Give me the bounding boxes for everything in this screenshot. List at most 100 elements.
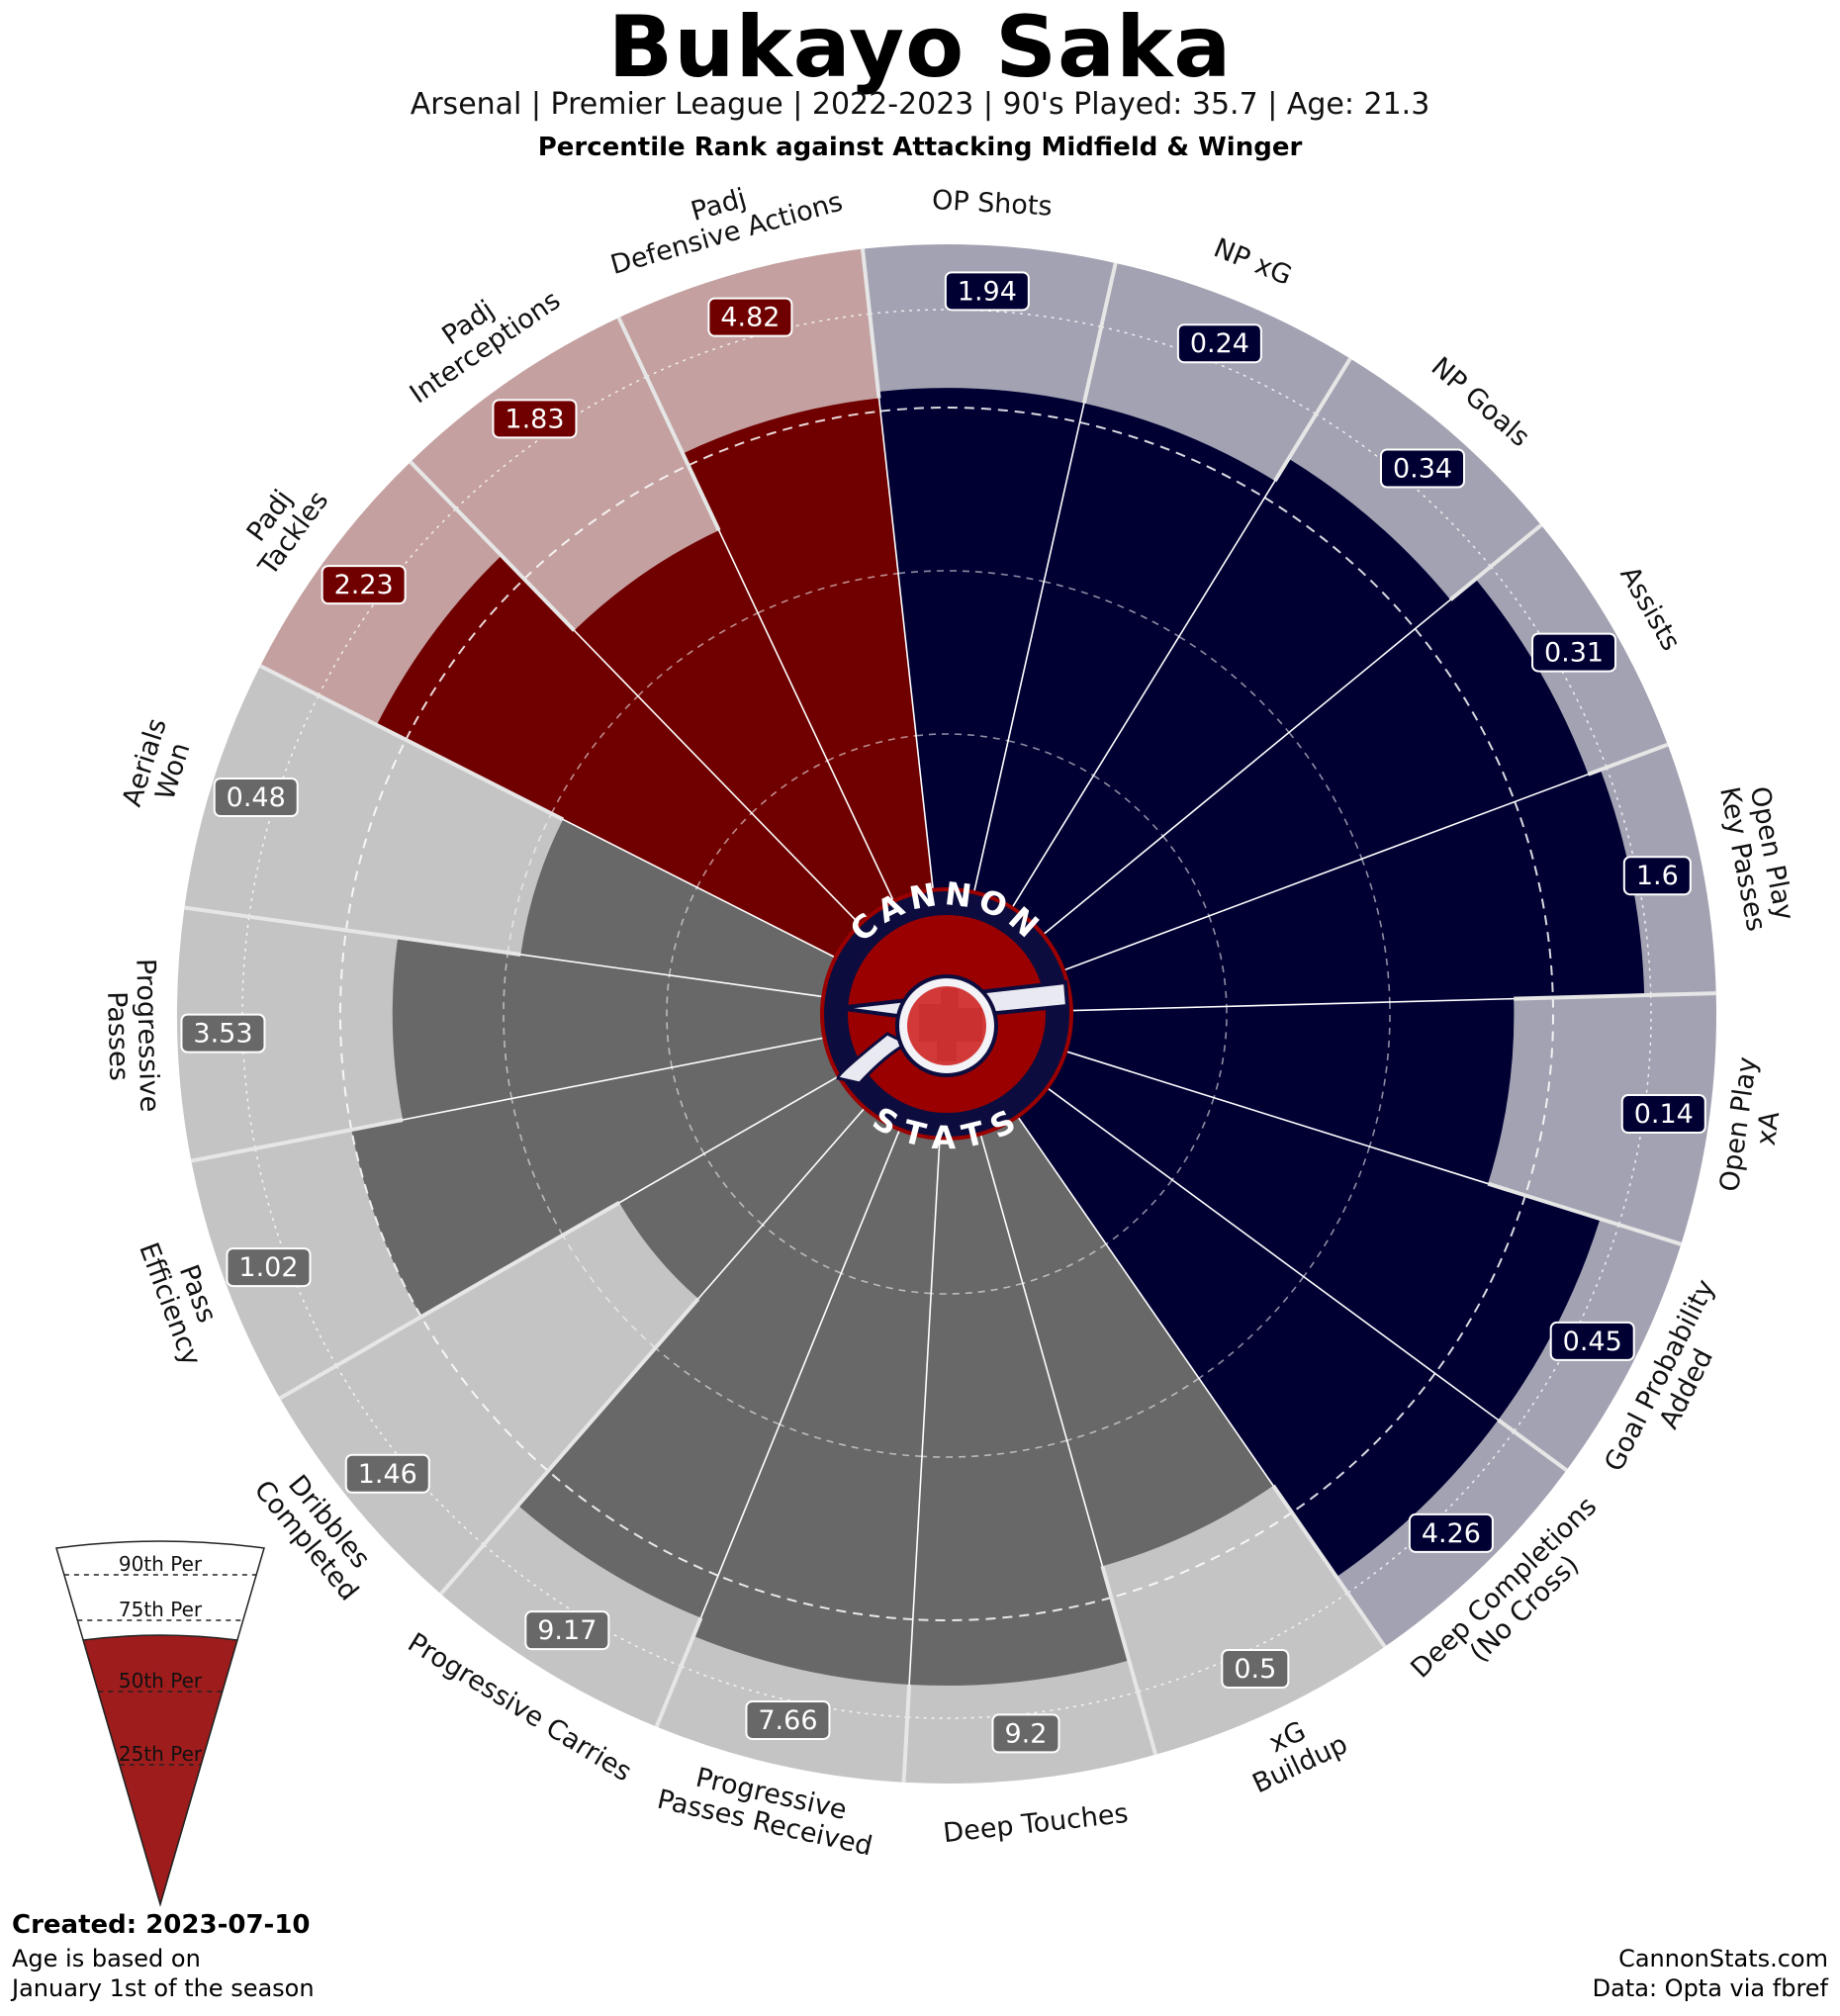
legend-label: 25th Per <box>119 1742 203 1766</box>
gridline-25 <box>915 733 1009 742</box>
category-label-aerials-won: AerialsWon <box>117 715 202 819</box>
gridline-90 <box>1101 325 1317 415</box>
gridline-50 <box>1303 1145 1371 1278</box>
separator-outer <box>901 1684 912 1783</box>
gridline-25 <box>827 734 917 762</box>
gridline-50 <box>1360 858 1391 1003</box>
gridline-75 <box>420 1316 549 1472</box>
svg-text:0.24: 0.24 <box>1190 328 1249 359</box>
separator <box>1007 458 1290 915</box>
separator-outer <box>1514 991 1716 1001</box>
gridline-50 <box>506 813 553 954</box>
gridline-90 <box>455 376 647 509</box>
gridline-75 <box>879 407 1080 423</box>
bar-deep-touches <box>909 1126 1130 1687</box>
gridline-25 <box>751 760 828 814</box>
gridline-50 <box>1066 1377 1200 1441</box>
separator-outer <box>1587 742 1669 777</box>
svg-text:1.94: 1.94 <box>958 276 1017 307</box>
gridline-50 <box>779 1423 923 1458</box>
logo-emblem-icon <box>919 988 982 1061</box>
separator <box>1040 1082 1499 1420</box>
gridline-75 <box>1523 997 1554 1196</box>
gridline-50 <box>897 570 1045 583</box>
separator-outer <box>1487 1181 1682 1246</box>
svg-text:0.14: 0.14 <box>1634 1099 1694 1130</box>
bar-open-play-key-passes <box>1056 770 1645 1011</box>
svg-text:9.2: 9.2 <box>1004 1718 1047 1749</box>
gridline-90 <box>1138 1592 1348 1694</box>
separator-outer <box>409 460 576 632</box>
gridline-50 <box>562 1235 657 1349</box>
value-label-pass-efficiency: 1.02 <box>226 1247 312 1288</box>
separator-faint <box>903 1130 941 1783</box>
gridline-25 <box>695 812 753 888</box>
bar-np-xg <box>971 403 1275 915</box>
svg-text:4.82: 4.82 <box>720 303 780 333</box>
bar-np-goals <box>1007 458 1451 941</box>
svg-text:0.45: 0.45 <box>1563 1327 1622 1357</box>
gridline-25 <box>1213 1006 1228 1098</box>
gridline-75 <box>1111 1512 1293 1599</box>
category-label-open-play-xa: Open PlayxA <box>1714 1055 1793 1198</box>
value-label-xg-buildup: 0.5 <box>1221 1649 1290 1690</box>
gridline-75 <box>523 464 690 581</box>
gridline-90 <box>1513 1224 1620 1432</box>
gridline-25 <box>1105 1179 1173 1245</box>
age-note-line-1: Age is based on <box>12 1945 201 1972</box>
gridline-90 <box>646 313 871 378</box>
separator <box>520 954 832 999</box>
gridline-90 <box>241 916 256 1149</box>
data-source-credit: Data: Opta via fbref <box>1592 1974 1828 2002</box>
separator <box>971 403 1085 901</box>
separator-outer <box>1497 1418 1568 1472</box>
svg-text:0.48: 0.48 <box>227 782 286 813</box>
separator-outer <box>860 248 881 399</box>
category-label-padj-tackles: PadjTackles <box>229 468 334 582</box>
gridline-25 <box>841 1272 932 1295</box>
gridline-50 <box>921 1439 1067 1458</box>
gridline-25 <box>1208 915 1228 1007</box>
bar-aerials-won <box>520 819 843 998</box>
separator-outer <box>184 905 521 957</box>
value-label-open-play-key-passes: 1.6 <box>1622 856 1692 896</box>
created-date: Created: 2023-07-10 <box>12 1910 311 1940</box>
separator <box>1062 997 1515 1012</box>
gridline-50 <box>1198 1276 1305 1379</box>
separator <box>1036 578 1477 941</box>
gridline-75 <box>717 1574 913 1621</box>
svg-text:4.26: 4.26 <box>1422 1518 1481 1549</box>
gridline-90 <box>248 694 320 917</box>
gridline-90 <box>1606 767 1652 995</box>
value-label-np-xg: 0.24 <box>1176 323 1262 364</box>
separator <box>402 1035 833 1121</box>
value-label-dribbles-completed: 1.46 <box>344 1453 430 1494</box>
svg-text:0.5: 0.5 <box>1234 1654 1276 1685</box>
separator <box>1012 1109 1274 1487</box>
gridline-90 <box>1490 566 1608 769</box>
separator-outer <box>1081 262 1118 405</box>
category-label-deep-touches: Deep Touches <box>942 1798 1130 1849</box>
separator <box>1056 769 1602 974</box>
gridline-75 <box>405 578 525 741</box>
svg-text:2.23: 2.23 <box>334 570 394 600</box>
svg-text:1.83: 1.83 <box>505 404 564 434</box>
gridline-25 <box>1171 1097 1215 1181</box>
gridline-75 <box>912 1597 1112 1621</box>
gridline-90 <box>907 1691 1139 1719</box>
separator-outer <box>1100 1565 1158 1756</box>
gridline-75 <box>1433 1195 1526 1374</box>
separator-outer <box>1271 1484 1387 1648</box>
gridline-75 <box>547 1470 719 1577</box>
comparison-note: Percentile Rank against Attacking Midfie… <box>537 133 1303 162</box>
value-label-deep-touches: 9.2 <box>991 1713 1060 1754</box>
gridline-25 <box>703 1152 764 1226</box>
value-label-np-goals: 0.34 <box>1380 448 1466 489</box>
category-label-progressive-passes: ProgressivePasses <box>100 959 164 1114</box>
bar-progressive-passes-received <box>693 1122 941 1685</box>
gridline-75 <box>1291 1372 1436 1513</box>
svg-text:1.02: 1.02 <box>238 1252 298 1283</box>
gridline-90 <box>254 1147 337 1366</box>
gridline-25 <box>1161 835 1210 917</box>
